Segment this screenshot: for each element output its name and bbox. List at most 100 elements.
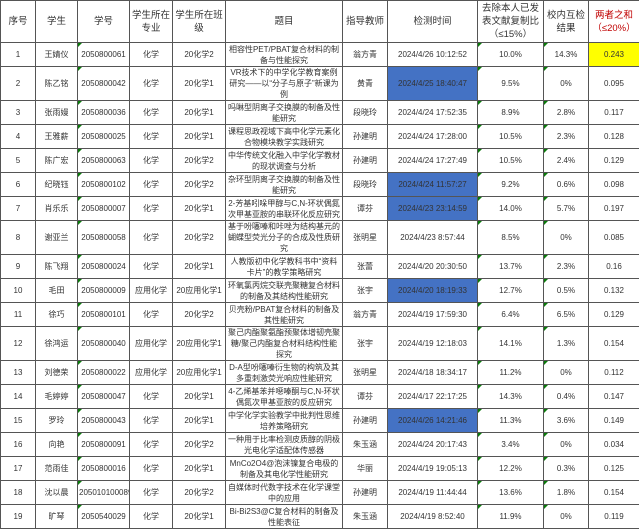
cell-sum[interactable]: 0.16 bbox=[589, 255, 639, 279]
cell-advisor[interactable]: 张宇 bbox=[343, 279, 388, 303]
cell-sum[interactable]: 0.125 bbox=[589, 457, 639, 481]
cell-title[interactable]: 聚己内酯聚氨酯预聚体增韧壳聚糖/聚己内酯复合材料结构性能探究 bbox=[226, 327, 343, 361]
cell-major[interactable]: 化学 bbox=[130, 197, 173, 221]
cell-class[interactable]: 20化学1 bbox=[173, 457, 226, 481]
cell-internal-check[interactable]: 0.4% bbox=[544, 385, 589, 409]
cell-repetition-rate[interactable]: 11.9% bbox=[478, 505, 544, 529]
cell-student-id[interactable]: 2050800022 bbox=[78, 361, 130, 385]
cell-check-time[interactable]: 2024/4/24 17:52:35 bbox=[388, 101, 478, 125]
cell-student[interactable]: 徐巧 bbox=[36, 303, 78, 327]
cell-title[interactable]: 吗啉型阴离子交换膜的制备及性能研究 bbox=[226, 101, 343, 125]
cell-major[interactable]: 化学 bbox=[130, 67, 173, 101]
cell-sum[interactable]: 0.112 bbox=[589, 361, 639, 385]
cell-student-id[interactable]: 2050800007 bbox=[78, 197, 130, 221]
cell-class[interactable]: 20化学2 bbox=[173, 43, 226, 67]
cell-major[interactable]: 化学 bbox=[130, 149, 173, 173]
cell-title[interactable]: 一种用于比率检测皮质醇的阴极光电化学适配体传感器 bbox=[226, 433, 343, 457]
cell-index[interactable]: 14 bbox=[1, 385, 36, 409]
cell-sum[interactable]: 0.095 bbox=[589, 67, 639, 101]
cell-major[interactable]: 化学 bbox=[130, 481, 173, 505]
cell-student-id[interactable]: 2050800040 bbox=[78, 327, 130, 361]
cell-class[interactable]: 20化学1 bbox=[173, 409, 226, 433]
cell-internal-check[interactable]: 0% bbox=[544, 361, 589, 385]
cell-sum[interactable]: 0.119 bbox=[589, 505, 639, 529]
cell-title[interactable]: 自媒体时代数字技术在化学课堂中的应用 bbox=[226, 481, 343, 505]
cell-student[interactable]: 王雅薪 bbox=[36, 125, 78, 149]
cell-class[interactable]: 20应用化学1 bbox=[173, 361, 226, 385]
cell-student[interactable]: 罗玲 bbox=[36, 409, 78, 433]
cell-sum[interactable]: 0.128 bbox=[589, 125, 639, 149]
cell-title[interactable]: 相容性PET/PBAT复合材料的制备与性能探究 bbox=[226, 43, 343, 67]
cell-student-id[interactable]: 2050800047 bbox=[78, 385, 130, 409]
cell-major[interactable]: 化学 bbox=[130, 255, 173, 279]
cell-student[interactable]: 范雨佳 bbox=[36, 457, 78, 481]
cell-repetition-rate[interactable]: 12.2% bbox=[478, 457, 544, 481]
cell-student[interactable]: 张雨嫚 bbox=[36, 101, 78, 125]
cell-class[interactable]: 20化学1 bbox=[173, 255, 226, 279]
cell-index[interactable]: 9 bbox=[1, 255, 36, 279]
cell-internal-check[interactable]: 0% bbox=[544, 505, 589, 529]
cell-advisor[interactable]: 段晓玲 bbox=[343, 173, 388, 197]
cell-advisor[interactable]: 朱玉涵 bbox=[343, 433, 388, 457]
cell-major[interactable]: 应用化学 bbox=[130, 361, 173, 385]
cell-sum[interactable]: 0.132 bbox=[589, 279, 639, 303]
cell-class[interactable]: 20化学2 bbox=[173, 303, 226, 327]
cell-internal-check[interactable]: 3.6% bbox=[544, 409, 589, 433]
cell-check-time[interactable]: 2024/4/26 14:21:46 bbox=[388, 409, 478, 433]
cell-internal-check[interactable]: 0% bbox=[544, 433, 589, 457]
cell-title[interactable]: MnCo2O4@泡沫镍复合电极的制备及其电化学性能研究 bbox=[226, 457, 343, 481]
cell-student[interactable]: 谢亚兰 bbox=[36, 221, 78, 255]
cell-title[interactable]: 环氧氯丙烷交联壳聚糖复合材料的制备及其结构性能研究 bbox=[226, 279, 343, 303]
cell-student[interactable]: 向艳 bbox=[36, 433, 78, 457]
cell-class[interactable]: 20化学2 bbox=[173, 221, 226, 255]
cell-class[interactable]: 20化学2 bbox=[173, 173, 226, 197]
cell-internal-check[interactable]: 1.8% bbox=[544, 481, 589, 505]
cell-major[interactable]: 应用化学 bbox=[130, 327, 173, 361]
cell-check-time[interactable]: 2024/4/19 11:44:44 bbox=[388, 481, 478, 505]
cell-sum[interactable]: 0.034 bbox=[589, 433, 639, 457]
cell-check-time[interactable]: 2024/4/24 17:28:00 bbox=[388, 125, 478, 149]
cell-title[interactable]: D-A型吩噻嗪衍生物的构筑及其多重刺激荧光响应性能研究 bbox=[226, 361, 343, 385]
cell-title[interactable]: VR技术下的中学化学教育案例研究——以“分子与原子”新课为例 bbox=[226, 67, 343, 101]
cell-student-id[interactable]: 205010100089 bbox=[78, 481, 130, 505]
cell-student[interactable]: 沈以晨 bbox=[36, 481, 78, 505]
cell-check-time[interactable]: 2024/4/19 12:18:03 bbox=[388, 327, 478, 361]
cell-internal-check[interactable]: 0% bbox=[544, 67, 589, 101]
cell-advisor[interactable]: 张蕾 bbox=[343, 255, 388, 279]
cell-student[interactable]: 肖乐乐 bbox=[36, 197, 78, 221]
cell-index[interactable]: 11 bbox=[1, 303, 36, 327]
cell-repetition-rate[interactable]: 9.5% bbox=[478, 67, 544, 101]
cell-major[interactable]: 化学 bbox=[130, 433, 173, 457]
cell-student[interactable]: 毛田 bbox=[36, 279, 78, 303]
cell-title[interactable]: 人教版初中化学教科书中“资料卡片”的教学策略研究 bbox=[226, 255, 343, 279]
cell-index[interactable]: 15 bbox=[1, 409, 36, 433]
cell-student[interactable]: 陈广宏 bbox=[36, 149, 78, 173]
cell-sum[interactable]: 0.129 bbox=[589, 303, 639, 327]
cell-sum[interactable]: 0.085 bbox=[589, 221, 639, 255]
cell-index[interactable]: 16 bbox=[1, 433, 36, 457]
cell-advisor[interactable]: 朱玉涵 bbox=[343, 505, 388, 529]
cell-advisor[interactable]: 孙建明 bbox=[343, 481, 388, 505]
cell-check-time[interactable]: 2024/4/18 18:34:17 bbox=[388, 361, 478, 385]
cell-advisor[interactable]: 孙建明 bbox=[343, 149, 388, 173]
cell-repetition-rate[interactable]: 9.2% bbox=[478, 173, 544, 197]
cell-major[interactable]: 化学 bbox=[130, 303, 173, 327]
cell-repetition-rate[interactable]: 12.7% bbox=[478, 279, 544, 303]
cell-check-time[interactable]: 2024/4/19 19:05:13 bbox=[388, 457, 478, 481]
cell-repetition-rate[interactable]: 6.4% bbox=[478, 303, 544, 327]
cell-student-id[interactable]: 2050800063 bbox=[78, 149, 130, 173]
cell-index[interactable]: 8 bbox=[1, 221, 36, 255]
cell-student-id[interactable]: 2050800042 bbox=[78, 67, 130, 101]
cell-sum[interactable]: 0.098 bbox=[589, 173, 639, 197]
cell-class[interactable]: 20应用化学1 bbox=[173, 327, 226, 361]
cell-sum[interactable]: 0.154 bbox=[589, 481, 639, 505]
cell-class[interactable]: 20化学2 bbox=[173, 481, 226, 505]
cell-internal-check[interactable]: 2.3% bbox=[544, 125, 589, 149]
cell-internal-check[interactable]: 2.8% bbox=[544, 101, 589, 125]
cell-repetition-rate[interactable]: 14.1% bbox=[478, 327, 544, 361]
cell-advisor[interactable]: 孙建明 bbox=[343, 125, 388, 149]
cell-repetition-rate[interactable]: 10.0% bbox=[478, 43, 544, 67]
cell-advisor[interactable]: 孙建明 bbox=[343, 409, 388, 433]
cell-internal-check[interactable]: 0.5% bbox=[544, 279, 589, 303]
cell-internal-check[interactable]: 6.5% bbox=[544, 303, 589, 327]
